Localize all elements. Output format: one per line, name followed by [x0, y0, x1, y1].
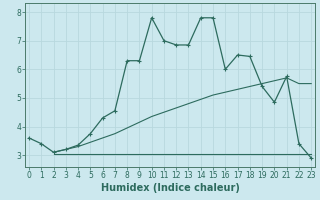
X-axis label: Humidex (Indice chaleur): Humidex (Indice chaleur) [101, 183, 240, 193]
